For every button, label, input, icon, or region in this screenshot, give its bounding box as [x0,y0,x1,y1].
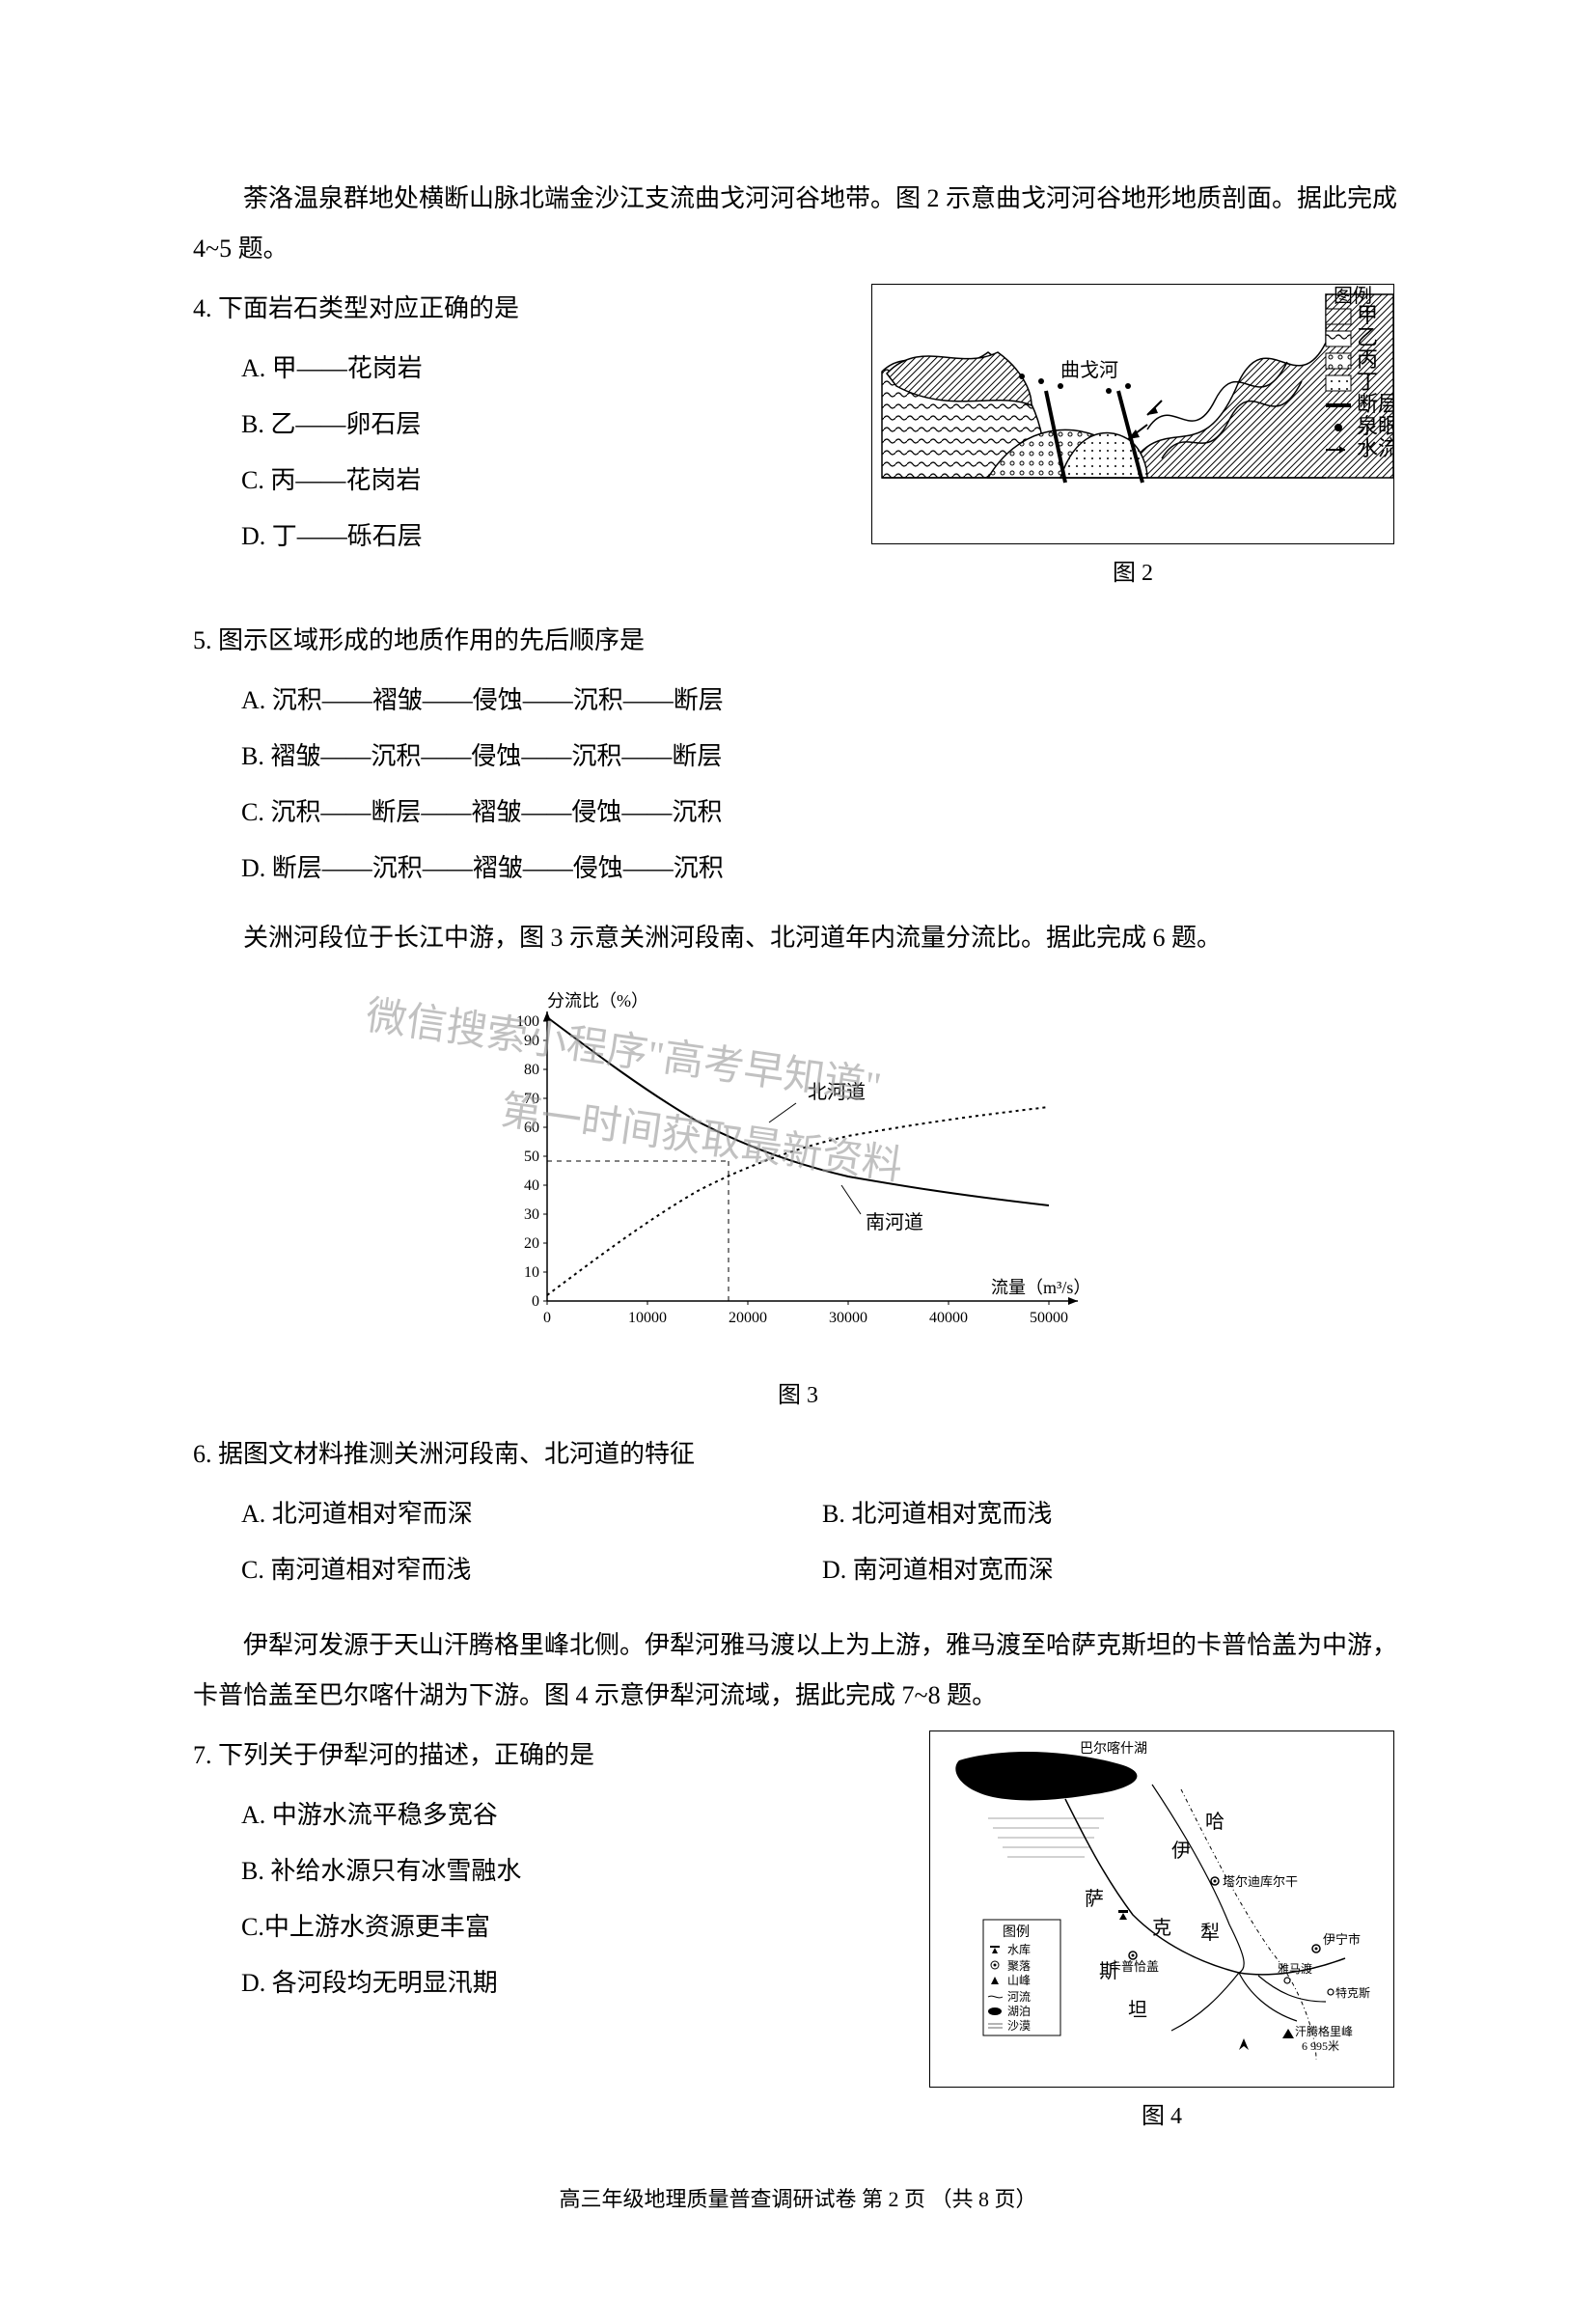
q4-options: A. 甲——花岗岩 B. 乙——卵石层 C. 丙——花岗岩 D. 丁——砾石层 [193,344,863,562]
svg-text:30: 30 [524,1206,539,1223]
svg-text:50000: 50000 [1030,1310,1068,1326]
q4-option-b: B. 乙——卵石层 [241,400,863,450]
q7-option-c: C.中上游水资源更丰富 [241,1902,901,1952]
fig4-leg-set: 聚落 [1007,1959,1031,1973]
svg-text:60: 60 [524,1120,539,1136]
q6-option-a: A. 北河道相对窄而深 [241,1489,822,1539]
svg-text:100: 100 [516,1013,539,1030]
q4-option-a: A. 甲——花岗岩 [241,344,863,394]
figure-4-box: 巴尔喀什湖 [929,1730,1394,2088]
svg-text:30000: 30000 [829,1310,867,1326]
svg-text:0: 0 [543,1310,551,1326]
fig2-leg-bing: 丙 [1357,347,1378,372]
fig2-leg-fault: 断层 [1357,392,1393,416]
q7-stem: 7. 下列关于伊犁河的描述，正确的是 [193,1730,901,1781]
svg-text:20: 20 [524,1235,539,1252]
q5-option-d: D. 断层——沉积——褶皱——侵蚀——沉积 [241,844,1403,894]
q6-stem: 6. 据图文材料推测关洲河段南、北河道的特征 [193,1429,1403,1480]
fig2-leg-yi: 乙 [1357,325,1378,349]
chart3-south-label: 南河道 [866,1211,923,1233]
chart3-xticks: 0 10000 20000 30000 40000 50000 [543,1301,1068,1326]
q6-option-b: B. 北河道相对宽而浅 [822,1489,1403,1539]
fig2-river-label: 曲戈河 [1060,359,1118,381]
q6-option-c: C. 南河道相对窄而浅 [241,1545,822,1595]
q4-option-d: D. 丁——砾石层 [241,512,863,562]
q4-option-c: C. 丙——花岗岩 [241,456,863,506]
fig4-tahedi: 塔尔迪库尔干 [1223,1874,1298,1889]
figure-2-box: 曲戈河 图例 甲 乙 丙 丁 断层 泉眼 水流 [871,284,1394,544]
q4-q5-block: 4. 下面岩石类型对应正确的是 A. 甲——花岗岩 B. 乙——卵石层 C. 丙… [193,284,1403,596]
svg-text:90: 90 [524,1033,539,1049]
q5-option-b: B. 褶皱——沉积——侵蚀——沉积——断层 [241,732,1403,782]
q5-stem: 5. 图示区域形成的地质作用的先后顺序是 [193,616,1403,666]
figure-3-chart: 分流比（%） 0 10 20 30 40 50 60 70 80 90 100 [460,983,1136,1349]
q5-options: A. 沉积——褶皱——侵蚀——沉积——断层 B. 褶皱——沉积——侵蚀——沉积—… [193,676,1403,894]
svg-text:40000: 40000 [929,1310,968,1326]
figure-4-container: 巴尔喀什湖 [921,1730,1403,2140]
chart3-south-line [547,1107,1049,1295]
svg-text:40: 40 [524,1177,539,1194]
figure-3-caption: 图 3 [460,1372,1136,1419]
fig4-ha: 哈 [1205,1811,1225,1833]
fig4-leg-river: 河流 [1007,1990,1031,2004]
svg-text:10: 10 [524,1264,539,1281]
fig2-leg-flow: 水流 [1357,436,1393,460]
fig4-kapu: 卡普恰盖 [1109,1959,1159,1974]
fig4-leg-peak: 山峰 [1007,1974,1031,1987]
q7-options: A. 中游水流平稳多宽谷 B. 补给水源只有冰雪融水 C.中上游水资源更丰富 D… [193,1790,901,2008]
svg-text:10000: 10000 [628,1310,667,1326]
svg-text:20000: 20000 [729,1310,767,1326]
fig4-li: 犁 [1200,1922,1220,1944]
intro-q6: 关洲河段位于长江中游，图 3 示意关洲河段南、北河道年内流量分流比。据此完成 6… [193,913,1403,963]
fig2-leg-ding: 丁 [1357,370,1378,394]
figure-4-svg: 巴尔喀什湖 [930,1731,1393,2069]
fig2-leg-spring: 泉眼 [1357,414,1393,438]
chart3-ylabel: 分流比（%） [547,991,648,1011]
fig4-peak: 汗腾格里峰 [1295,2024,1353,2038]
q7-option-d: D. 各河段均无明显汛期 [241,1958,901,2008]
svg-text:80: 80 [524,1062,539,1078]
page-footer: 高三年级地理质量普查调研试卷 第 2 页 （共 8 页） [193,2178,1403,2221]
fig4-sa: 萨 [1085,1888,1104,1910]
svg-text:70: 70 [524,1091,539,1107]
fig4-peakh: 6 995米 [1302,2039,1339,2053]
fig4-leg-res: 水库 [1007,1942,1031,1956]
fig4-yamadu: 雅马渡 [1278,1961,1312,1976]
figure-2-container: 曲戈河 图例 甲 乙 丙 丁 断层 泉眼 水流 [863,284,1403,596]
fig4-tan: 坦 [1128,1999,1147,2021]
figure-3-container: 微信搜索小程序"高考早知道" 第一时间获取最新资料 分流比（%） 0 10 20… [193,983,1403,1420]
fig4-legend-title: 图例 [1003,1924,1030,1940]
q78-block: 7. 下列关于伊犁河的描述，正确的是 A. 中游水流平稳多宽谷 B. 补给水源只… [193,1730,1403,2140]
svg-text:0: 0 [532,1293,539,1310]
fig4-ke: 克 [1152,1917,1171,1939]
chart3-yticks: 0 10 20 30 40 50 60 70 80 90 100 [516,1013,547,1310]
q7-option-b: B. 补给水源只有冰雪融水 [241,1846,901,1897]
fig4-tekesi: 特克斯 [1335,1985,1370,2000]
intro-q78: 伊犁河发源于天山汗腾格里峰北侧。伊犁河雅马渡以上为上游，雅马渡至哈萨克斯坦的卡普… [193,1620,1403,1721]
intro-q45: 荼洛温泉群地处横断山脉北端金沙江支流曲戈河河谷地带。图 2 示意曲戈河河谷地形地… [193,174,1403,274]
figure-2-svg: 曲戈河 图例 甲 乙 丙 丁 断层 泉眼 水流 [872,285,1393,526]
fig2-leg-jia: 甲 [1357,303,1378,327]
q7-left: 7. 下列关于伊犁河的描述，正确的是 A. 中游水流平稳多宽谷 B. 补给水源只… [193,1730,921,2028]
svg-text:50: 50 [524,1149,539,1165]
fig4-leg-lake: 湖泊 [1007,2004,1031,2018]
chart3-north-line [547,1017,1049,1205]
q5-option-c: C. 沉积——断层——褶皱——侵蚀——沉积 [241,788,1403,838]
fig4-leg-desert: 沙漠 [1007,2019,1031,2033]
figure-4-caption: 图 4 [921,2093,1403,2140]
fig4-lake-label: 巴尔喀什湖 [1080,1741,1147,1757]
q4-left: 4. 下面岩石类型对应正确的是 A. 甲——花岗岩 B. 乙——卵石层 C. 丙… [193,284,863,581]
figure-2-caption: 图 2 [863,550,1403,596]
q6-options: A. 北河道相对窄而深 C. 南河道相对窄而浅 B. 北河道相对宽而浅 D. 南… [193,1489,1403,1601]
q7-option-a: A. 中游水流平稳多宽谷 [241,1790,901,1841]
q5-option-a: A. 沉积——褶皱——侵蚀——沉积——断层 [241,676,1403,726]
q4-stem: 4. 下面岩石类型对应正确的是 [193,284,863,334]
chart3-north-label: 北河道 [808,1081,866,1103]
chart3-xlabel: 流量（m³/s） [991,1278,1090,1297]
q6-option-d: D. 南河道相对宽而深 [822,1545,1403,1595]
fig4-yi: 伊 [1171,1840,1191,1862]
fig4-yining: 伊宁市 [1323,1932,1361,1947]
